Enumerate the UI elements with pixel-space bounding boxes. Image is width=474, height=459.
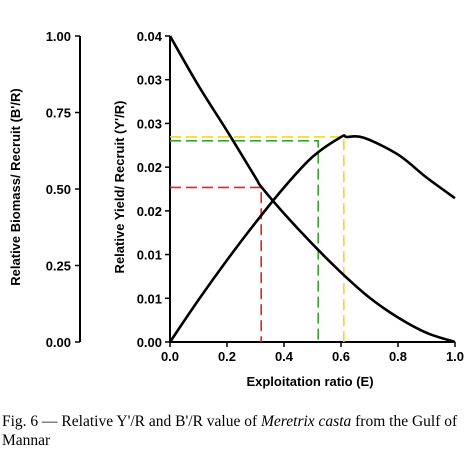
x-tick-label: 0.8 (389, 349, 407, 364)
y2-tick-label: 0.00 (137, 335, 162, 350)
y2-tick-label: 0.04 (137, 29, 163, 44)
x-tick-label: 0.4 (275, 349, 294, 364)
y1-tick-label: 0.75 (46, 106, 71, 121)
series-line-1 (168, 134, 456, 343)
reference-lines (170, 136, 345, 342)
x-tick-label: 0.6 (332, 349, 350, 364)
reference-line-1 (170, 186, 263, 342)
y2-tick-label: 0.03 (137, 73, 162, 88)
figure-caption: Fig. 6 — Relative Y'/R and B'/R value of… (2, 412, 472, 450)
caption-suffix: from the Gulf of Mannar (2, 413, 458, 449)
y1-axis-label: Relative Biomass/ Recruit (B'/R) (8, 88, 23, 285)
y1-tick-label: 0.50 (46, 182, 71, 197)
x-tick-label: 0.0 (161, 349, 179, 364)
y2-tick-label: 0.01 (137, 291, 162, 306)
y2-tick-label: 0.02 (137, 160, 162, 175)
plot-area (165, 35, 456, 347)
y1-tick-label: 0.25 (46, 259, 71, 274)
tick-labels: 0.0 0.2 0.4 0.6 0.8 1.0 0.00 0.01 0.01 0.02 0.02 0.… (46, 29, 464, 364)
chart: 0.0 0.2 0.4 0.6 0.8 1.0 0.00 0.01 0.01 0.02 0.02 0.… (8, 29, 464, 389)
y1-tick-label: 0.00 (46, 335, 71, 350)
y2-tick-label: 0.02 (137, 204, 162, 219)
left-axis (75, 35, 81, 343)
x-tick-label: 1.0 (446, 349, 464, 364)
x-tick-label: 0.2 (218, 349, 236, 364)
y2-tick-label: 0.01 (137, 248, 162, 263)
series-lines (168, 35, 456, 344)
x-axis-label: Exploitation ratio (E) (246, 374, 373, 389)
y1-tick-label: 1.00 (46, 29, 71, 44)
y2-axis-label: Relative Yield/ Recruit (Y'/R) (112, 101, 127, 274)
caption-prefix: Fig. 6 — Relative Y'/R and B'/R value of (2, 413, 262, 430)
series-line-2 (168, 35, 456, 344)
reference-line-2 (170, 140, 320, 342)
y2-tick-label: 0.03 (137, 116, 162, 131)
caption-species: Meretrix casta (261, 413, 352, 430)
